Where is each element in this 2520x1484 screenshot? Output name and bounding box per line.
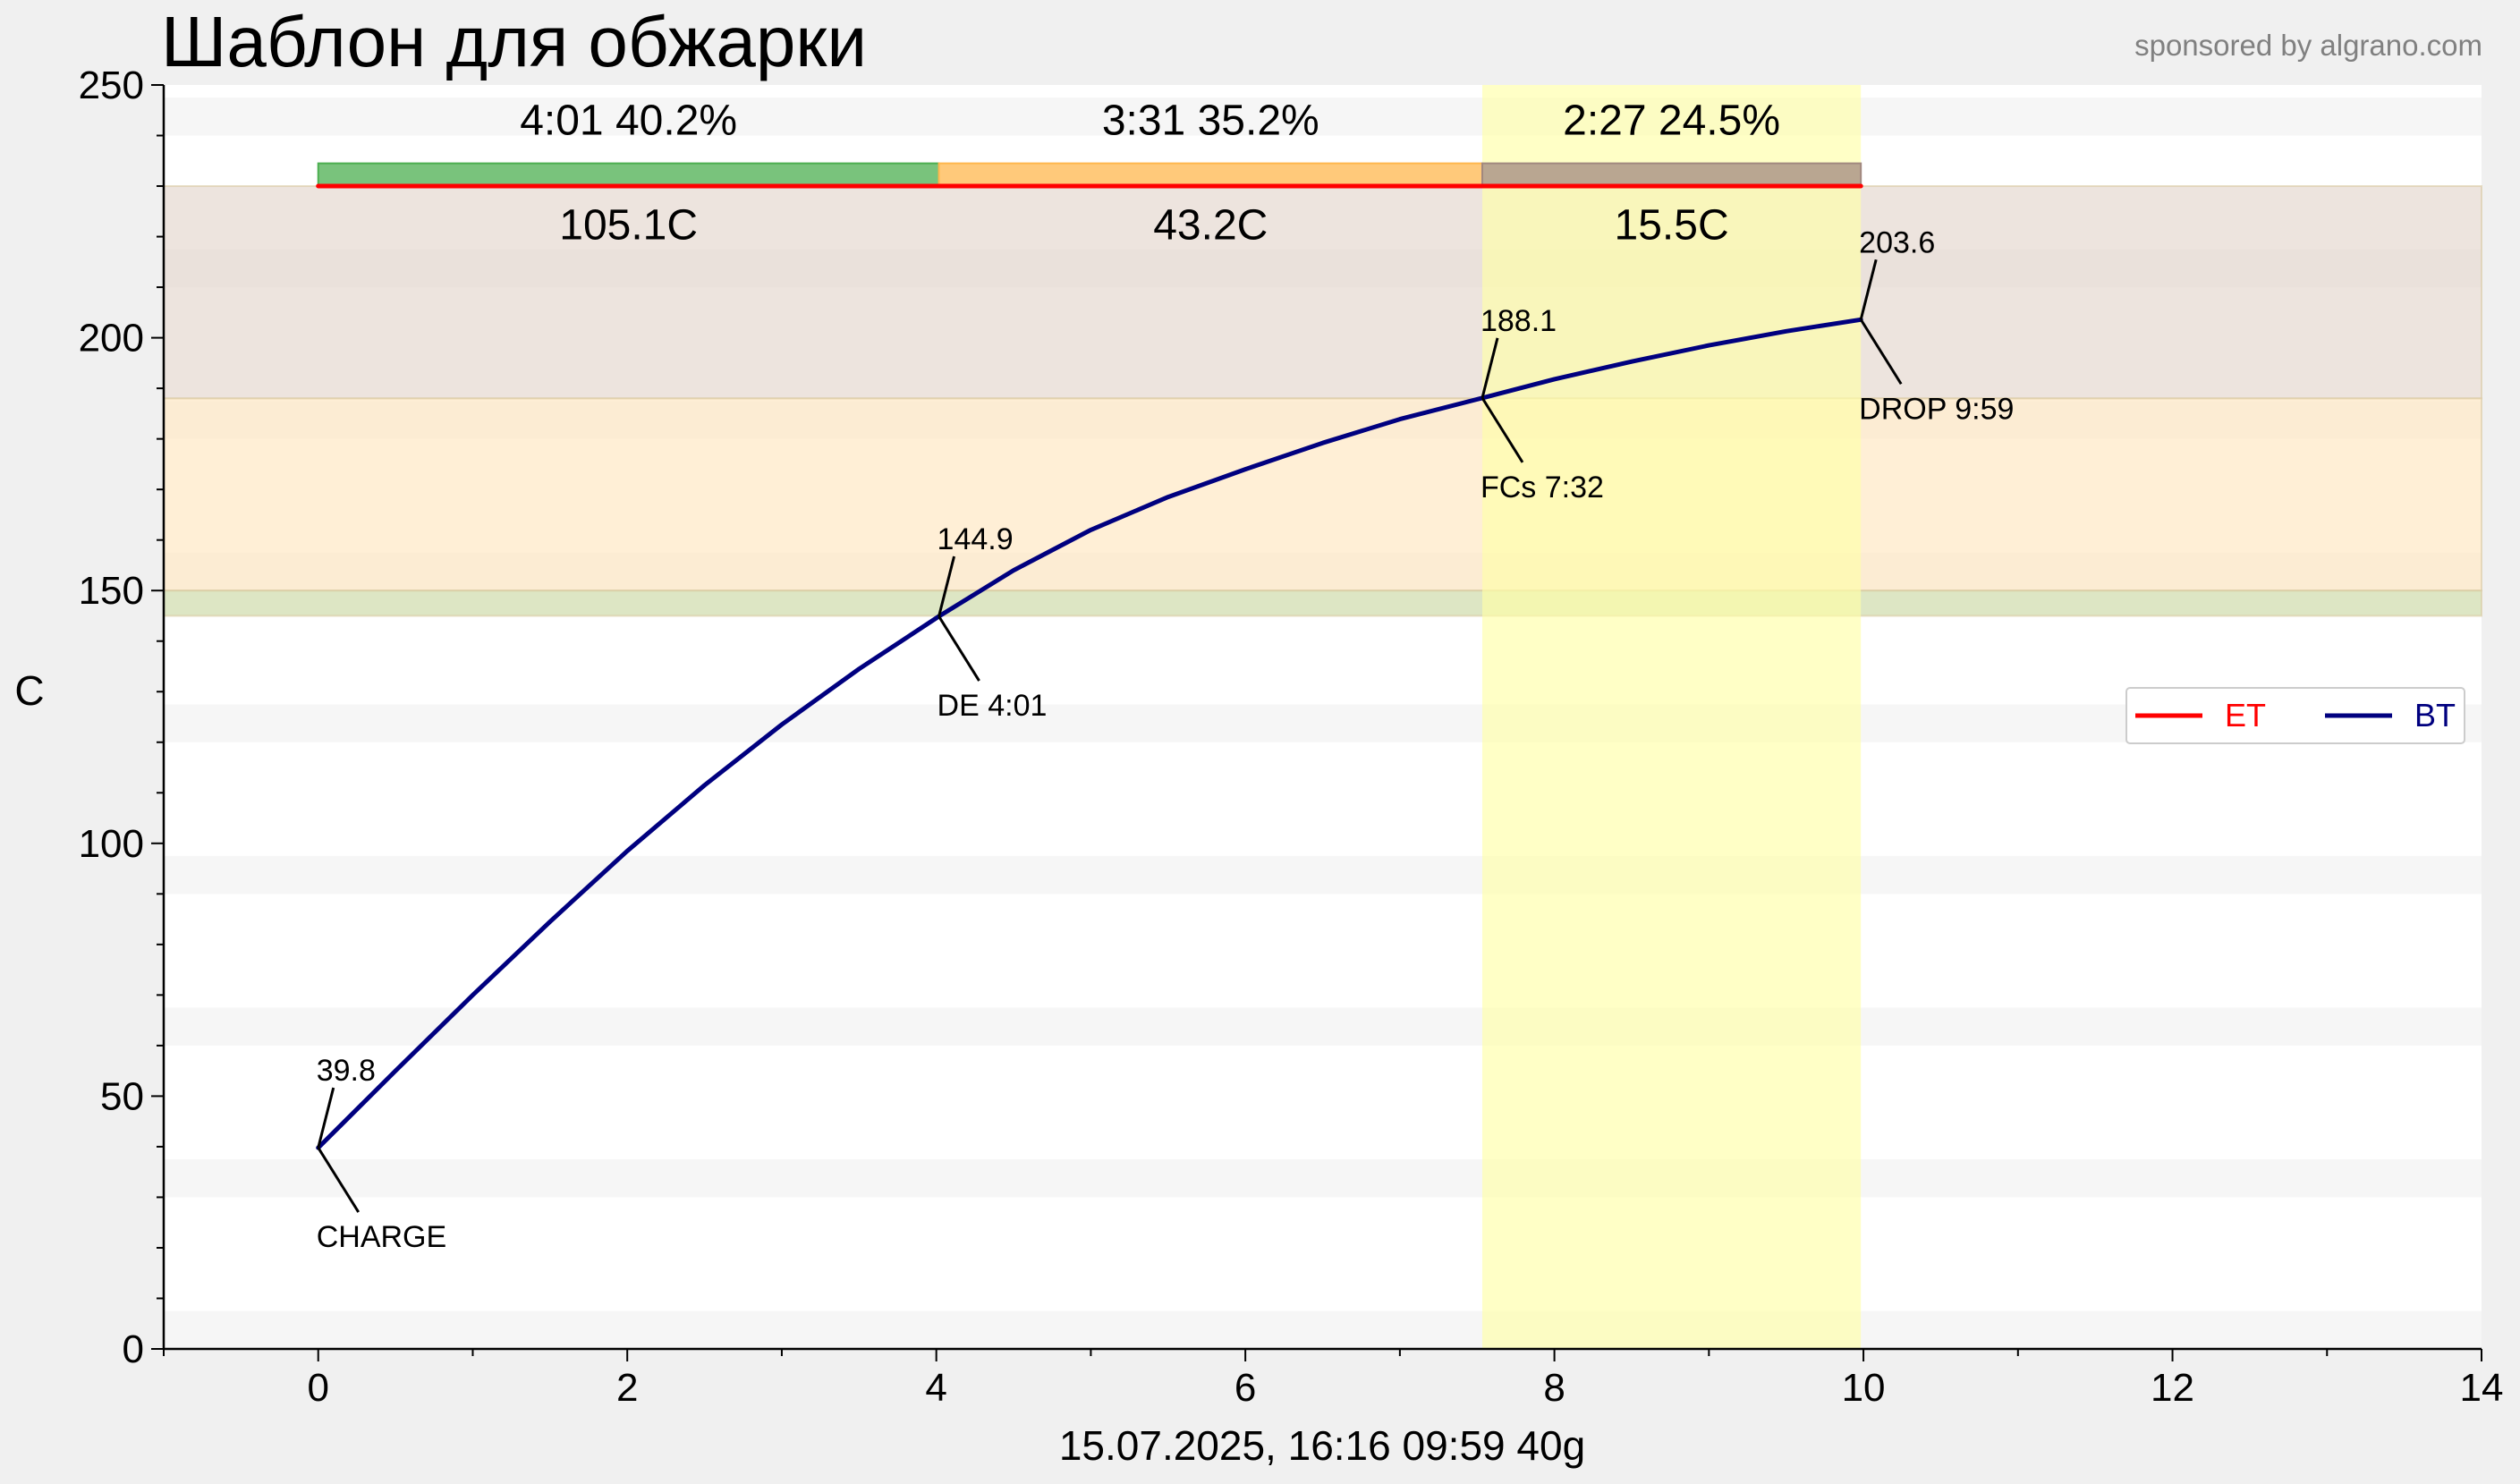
annotation-label: DE 4:01 bbox=[938, 689, 1048, 723]
x-tick-label: 2 bbox=[616, 1366, 638, 1410]
axes: 0 2 4 6 8 10 12 14 0 50 100 150 200 250 bbox=[79, 64, 2504, 1410]
development-span-rect bbox=[1481, 85, 1862, 1349]
annotation-leader bbox=[1481, 397, 1524, 463]
x-axis-label: 15.07.2025, 16:16 09:59 40g bbox=[1059, 1422, 1585, 1469]
phase-bar-dry bbox=[317, 162, 940, 188]
band-maillard bbox=[163, 397, 2482, 592]
annotation-value: 39.8 bbox=[317, 1054, 376, 1088]
phase-delta-label: 105.1C bbox=[559, 201, 698, 249]
grid-stripe bbox=[164, 1159, 2482, 1198]
phase-delta-label: 15.5C bbox=[1615, 201, 1729, 249]
grid-stripe bbox=[164, 1310, 2482, 1349]
phase-time-label: 3:31 35.2% bbox=[1102, 97, 1319, 144]
y-tick-label: 100 bbox=[79, 822, 144, 866]
x-tick-label: 0 bbox=[307, 1366, 328, 1410]
phase-time-label: 2:27 24.5% bbox=[1563, 97, 1780, 144]
annotation-leader bbox=[317, 1087, 335, 1149]
y-tick-label: 50 bbox=[100, 1074, 144, 1118]
series-lines bbox=[316, 183, 1863, 1150]
band-development bbox=[163, 185, 2482, 400]
x-tick-label: 8 bbox=[1543, 1366, 1565, 1410]
grid-stripe bbox=[164, 704, 2482, 742]
annotation-leader bbox=[938, 615, 980, 682]
development-span bbox=[1481, 85, 1862, 1349]
phase-bars: 4:01 40.2% 105.1C 3:31 35.2% 43.2C 2:27 24.5… bbox=[317, 97, 1862, 249]
legend-box bbox=[2125, 687, 2465, 744]
temperature-bands bbox=[163, 185, 2482, 617]
annotation-label: DROP 9:59 bbox=[1859, 392, 2014, 426]
annotation-label: FCs 7:32 bbox=[1481, 471, 1604, 505]
annotation-label: CHARGE bbox=[317, 1220, 446, 1254]
event-annotations: 39.8 CHARGE 144.9 DE 4:01 188.1 FCs 7:32 203.6… bbox=[317, 225, 2015, 1254]
annotation-value: 203.6 bbox=[1859, 225, 1935, 259]
x-tick-label: 6 bbox=[1235, 1366, 1256, 1410]
sponsor-text: sponsored by algrano.com bbox=[2134, 29, 2482, 62]
y-tick-label: 200 bbox=[79, 317, 144, 360]
legend-label-bt: BT bbox=[2414, 697, 2456, 734]
x-tick-label: 4 bbox=[925, 1366, 946, 1410]
y-axis-label: C bbox=[14, 667, 44, 714]
phase-bar-maillard bbox=[938, 162, 1483, 188]
annotation-value: 144.9 bbox=[938, 522, 1014, 556]
annotation-leader bbox=[317, 1147, 361, 1213]
annotation-leader bbox=[938, 555, 956, 617]
x-tick-label: 12 bbox=[2151, 1366, 2194, 1410]
grid-stripe bbox=[164, 1007, 2482, 1046]
y-tick-label: 150 bbox=[79, 569, 144, 613]
chart-title: Шаблон для обжарки bbox=[161, 2, 867, 81]
x-tick-label: 10 bbox=[1842, 1366, 1886, 1410]
grid-stripe bbox=[164, 855, 2482, 895]
annotation-leader bbox=[1481, 337, 1499, 399]
x-tick-label: 14 bbox=[2460, 1366, 2504, 1410]
legend: ET BT bbox=[2125, 687, 2465, 744]
phase-bar-finish bbox=[1481, 162, 1862, 188]
annotation-leader bbox=[1859, 318, 1903, 386]
legend-label-et: ET bbox=[2225, 697, 2266, 734]
grid-stripe bbox=[164, 98, 2482, 136]
annotation-value: 188.1 bbox=[1481, 304, 1557, 338]
series-line-bt bbox=[316, 317, 1863, 1150]
y-tick-label: 250 bbox=[79, 64, 144, 107]
phase-delta-label: 43.2C bbox=[1153, 201, 1268, 249]
phase-time-label: 4:01 40.2% bbox=[520, 97, 737, 144]
y-tick-label: 0 bbox=[123, 1327, 144, 1371]
band-drying bbox=[163, 589, 2482, 617]
annotation-leader bbox=[1859, 259, 1878, 320]
